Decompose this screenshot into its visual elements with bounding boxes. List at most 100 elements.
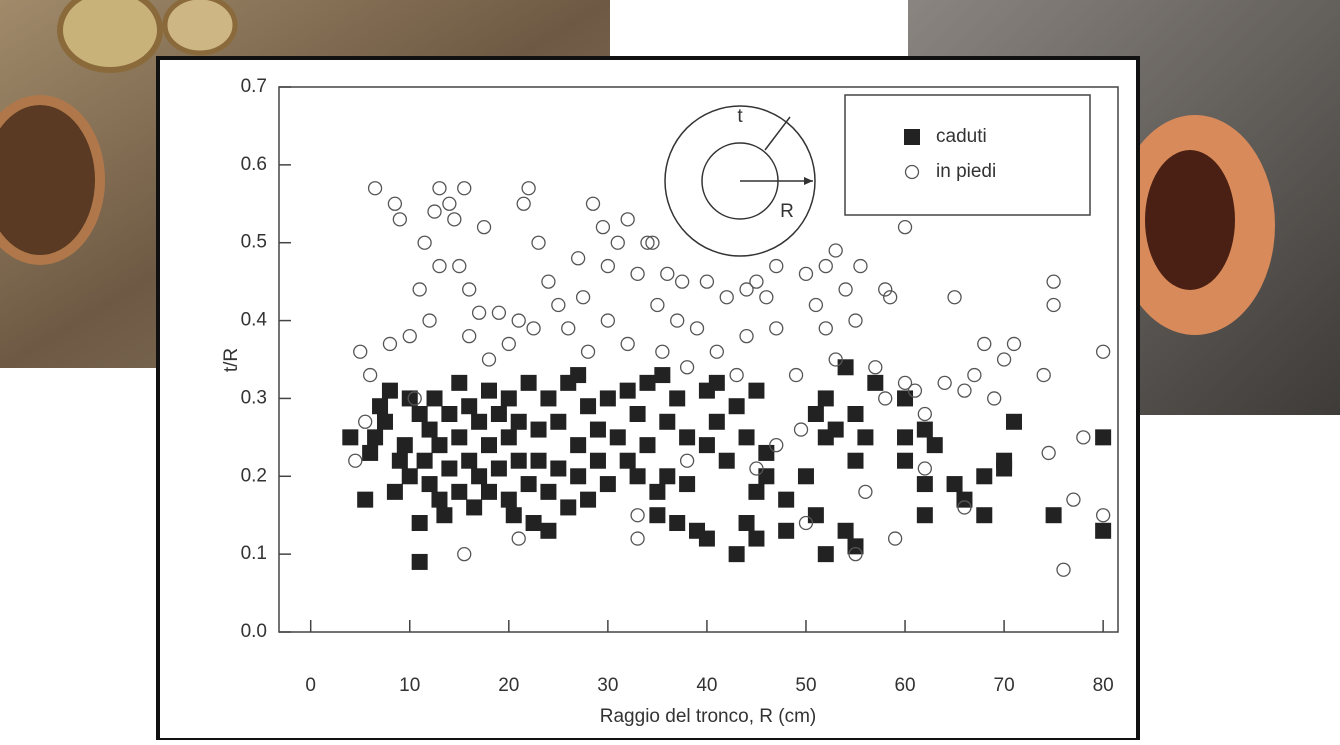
point (387, 196, 403, 211)
point (396, 437, 413, 454)
point (476, 219, 492, 235)
point (788, 367, 804, 383)
point (769, 437, 784, 453)
point (679, 360, 695, 375)
point (570, 367, 587, 384)
legend-marker (904, 164, 920, 180)
point (353, 344, 368, 359)
point (996, 460, 1013, 477)
point (516, 196, 531, 211)
point (412, 282, 427, 297)
point (837, 359, 854, 376)
point (878, 391, 893, 406)
point (649, 507, 666, 524)
point (937, 375, 952, 391)
point (818, 321, 833, 336)
point (589, 421, 606, 438)
point (738, 515, 755, 531)
point (645, 235, 660, 250)
point (670, 313, 685, 328)
x-tick-label: 10 (399, 675, 420, 696)
inset-label-r: R (780, 201, 794, 222)
point (838, 282, 853, 297)
point (386, 483, 403, 500)
point (1045, 507, 1062, 524)
point (560, 499, 577, 516)
point (392, 212, 407, 227)
point (432, 258, 447, 274)
point (1041, 445, 1056, 461)
y-tick-label: 0.0 (241, 621, 267, 642)
point (391, 452, 408, 469)
point (793, 422, 809, 437)
point (431, 491, 448, 508)
point (650, 297, 665, 313)
point (589, 452, 606, 469)
point (827, 421, 844, 438)
point (411, 406, 428, 422)
point (739, 328, 754, 344)
legend-box (844, 94, 1091, 216)
point (500, 429, 517, 446)
point (828, 243, 843, 258)
point (500, 491, 517, 508)
point (639, 437, 656, 454)
point (510, 452, 527, 469)
point (471, 468, 488, 485)
point (551, 297, 566, 313)
point (897, 219, 913, 235)
point (490, 406, 507, 422)
point (480, 382, 497, 399)
x-tick-label: 80 (1093, 675, 1114, 696)
point (867, 374, 884, 391)
point (1005, 413, 1022, 430)
point (640, 235, 655, 250)
point (530, 421, 547, 438)
point (897, 429, 914, 446)
point (659, 413, 676, 430)
point (654, 367, 671, 384)
point (367, 429, 384, 446)
point (411, 553, 428, 570)
point (1095, 344, 1111, 359)
point (580, 398, 597, 415)
point (630, 266, 645, 282)
point (1056, 562, 1071, 577)
y-tick-label: 0.6 (241, 154, 267, 175)
point (451, 374, 468, 391)
point (729, 367, 744, 383)
point (541, 274, 556, 289)
point (462, 328, 477, 344)
point (675, 274, 690, 289)
point (987, 391, 1002, 406)
point (401, 468, 418, 485)
point (471, 413, 488, 430)
point (561, 321, 576, 336)
x-tick-label: 60 (894, 675, 915, 696)
point (462, 282, 477, 297)
point (575, 290, 591, 305)
y-tick-label: 0.1 (241, 543, 267, 564)
point (848, 546, 863, 562)
point (1006, 336, 1022, 352)
point (639, 374, 656, 391)
point (719, 290, 734, 305)
point (401, 390, 418, 407)
point (807, 406, 824, 422)
point (490, 460, 507, 477)
point (797, 468, 814, 485)
point (525, 515, 542, 531)
point (897, 452, 914, 469)
point (357, 491, 374, 508)
point (426, 390, 443, 407)
point (996, 352, 1012, 367)
point (858, 484, 873, 500)
point (619, 452, 636, 469)
point (580, 344, 596, 359)
x-tick-label: 70 (994, 675, 1015, 696)
point (847, 538, 864, 555)
point (883, 290, 898, 305)
point (897, 375, 913, 391)
point (436, 507, 453, 524)
point (828, 352, 843, 367)
